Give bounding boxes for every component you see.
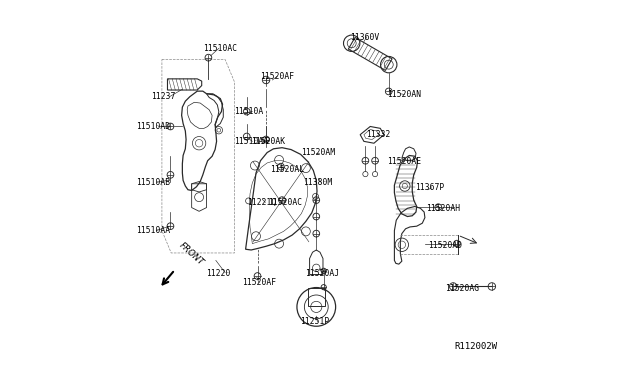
Text: 11510AB: 11510AB — [136, 178, 170, 187]
Text: 11510AD: 11510AD — [136, 122, 170, 131]
Text: 11360V: 11360V — [349, 33, 379, 42]
Text: 11520AL: 11520AL — [270, 165, 304, 174]
Text: 11510A: 11510A — [234, 107, 264, 116]
Text: 11367P: 11367P — [415, 183, 444, 192]
Text: 11520AM: 11520AM — [301, 148, 335, 157]
Text: 11380M: 11380M — [303, 178, 333, 187]
Text: 11520AD: 11520AD — [428, 241, 462, 250]
Text: FRONT: FRONT — [178, 241, 206, 267]
Text: 11510AC: 11510AC — [203, 44, 237, 53]
Text: 11520AG: 11520AG — [445, 284, 479, 293]
Text: 11520AH: 11520AH — [426, 204, 460, 213]
Text: 11520AN: 11520AN — [387, 90, 421, 99]
Text: 11237: 11237 — [151, 92, 175, 101]
Text: 11251P: 11251P — [300, 317, 330, 326]
Text: 11520AF: 11520AF — [260, 72, 294, 81]
Text: 11520AK: 11520AK — [251, 137, 285, 146]
Text: 11520AC: 11520AC — [268, 198, 302, 207]
Text: 11520AJ: 11520AJ — [305, 269, 339, 278]
Text: 11520AE: 11520AE — [387, 157, 421, 166]
Text: 11221Q: 11221Q — [248, 198, 276, 207]
Text: 11510AA: 11510AA — [234, 137, 269, 146]
Text: 11332: 11332 — [367, 130, 391, 139]
Text: 11220: 11220 — [207, 269, 231, 278]
Text: R112002W: R112002W — [454, 342, 497, 351]
Text: 11520AF: 11520AF — [242, 278, 276, 287]
Text: 11510AA: 11510AA — [136, 226, 170, 235]
